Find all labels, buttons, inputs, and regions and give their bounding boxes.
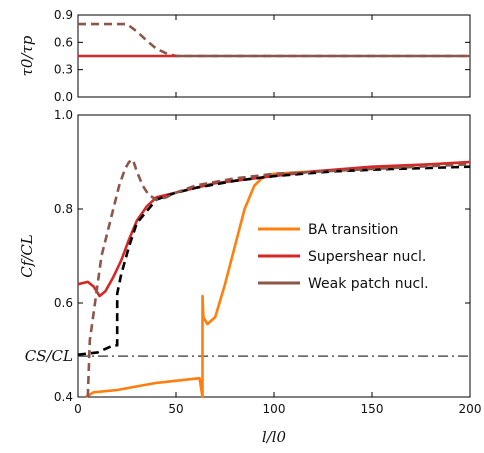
y-tick-label: 0.3 [54,63,73,77]
legend-entry: Supershear nucl. [308,249,426,265]
top-panel: 0.0 0.3 0.6 0.9 τ0/τp [18,8,471,104]
y-tick-label: 1.0 [54,108,73,122]
y-axis-label: τ0/τp [18,35,36,76]
x-tick-label: 50 [168,402,183,416]
y-tick-label: 0.9 [54,8,73,22]
y-tick-label: 0.0 [54,90,73,104]
legend: BA transition Supershear nucl. Weak patch … [258,222,429,292]
y-tick-label: 0.6 [54,35,73,49]
legend-entry: Weak patch nucl. [308,276,429,292]
legend-entry: BA transition [308,222,398,238]
x-tick-label: 0 [74,402,82,416]
series-line [86,158,471,398]
x-tick-label: 200 [459,402,482,416]
bottom-panel: 0.4 0.6 0.8 1.0 0 50 100 150 200 CS/CL Cf/CL l/l0 [18,108,481,446]
series-line [78,22,470,58]
x-tick-label: 100 [263,402,286,416]
x-axis-label: l/l0 [262,428,287,446]
y-tick-label: 0.8 [54,202,73,216]
y-tick-label: 0.6 [54,296,73,310]
y-tick-label: 0.4 [54,390,73,404]
y-axis-label: Cf/CL [18,234,36,278]
x-tick-label: 150 [361,402,384,416]
reference-line-label: CS/CL [25,347,73,365]
